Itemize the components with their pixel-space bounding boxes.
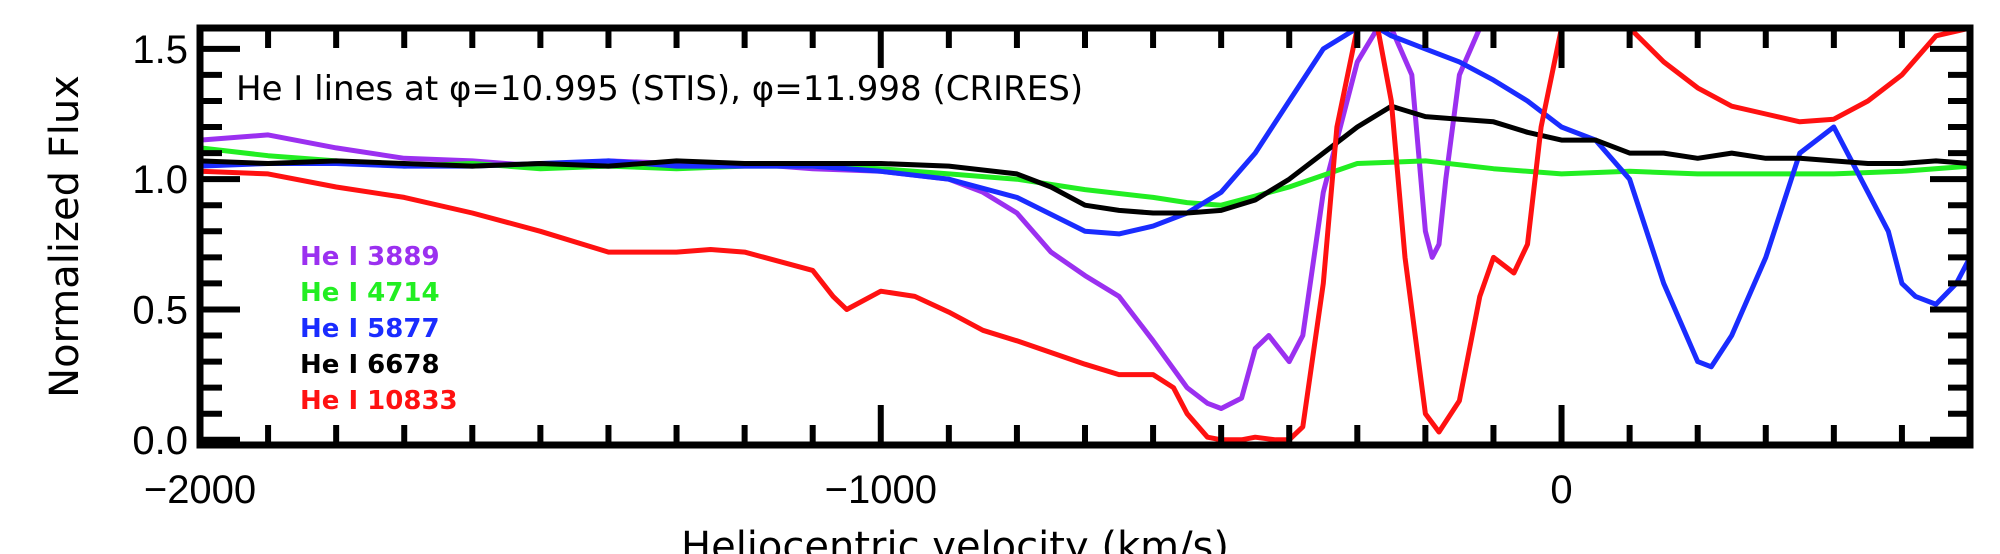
y-tick-label: 0.0 [132, 419, 188, 463]
x-tick-label: −1000 [825, 468, 937, 512]
chart-annotation: He I lines at φ=10.995 (STIS), φ=11.998 … [236, 69, 1083, 109]
legend-entry: He I 6678 [300, 350, 440, 380]
y-tick-label: 1.5 [132, 28, 188, 72]
y-tick-label: 1.0 [132, 158, 188, 202]
series-line-he-i-10833 [200, 28, 1970, 443]
series-line-he-i-6678 [200, 103, 1970, 216]
y-axis-title: Normalized Flux [42, 75, 88, 398]
series-line-he-i-5877 [200, 28, 1970, 370]
x-tick-label: −2000 [144, 468, 256, 512]
x-axis-title: Heliocentric velocity (km/s) [681, 524, 1229, 554]
axis-labels: −2000 −1000 0 0.0 0.5 1.0 1.5 [132, 28, 1572, 512]
legend: He I 3889 He I 4714 He I 5877 He I 6678 He I… [300, 242, 458, 416]
legend-entry: He I 5877 [300, 314, 440, 344]
plot-series [200, 28, 1970, 443]
x-tick-label: 0 [1550, 468, 1572, 512]
legend-entry: He I 4714 [300, 278, 440, 308]
legend-entry: He I 10833 [300, 386, 458, 416]
plot-frame [196, 24, 1974, 449]
y-tick-label: 0.5 [132, 288, 188, 332]
legend-entry: He I 3889 [300, 242, 440, 272]
